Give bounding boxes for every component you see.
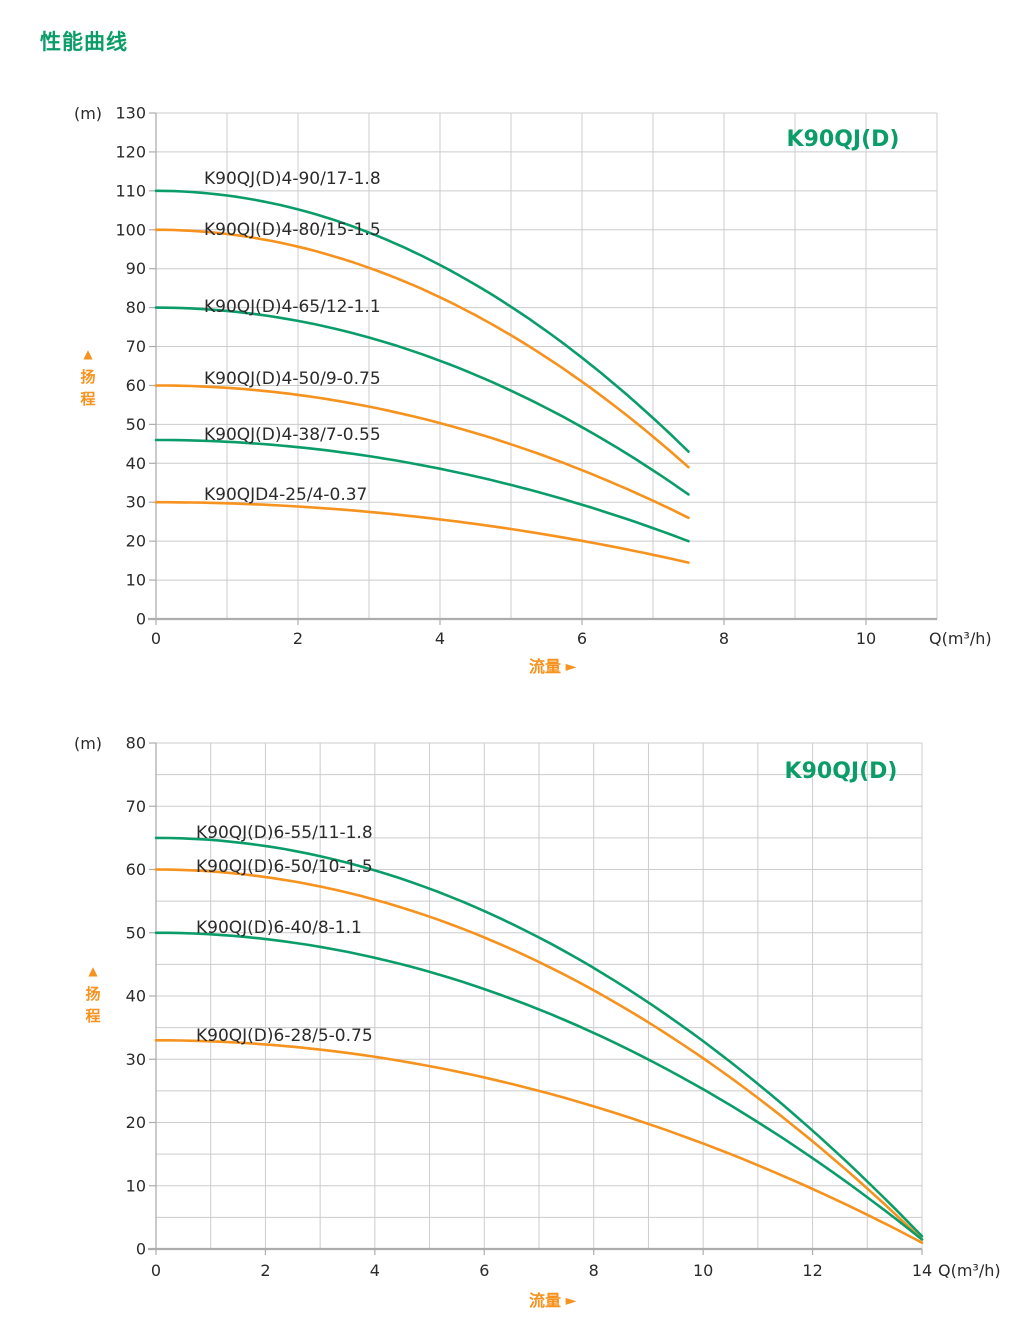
curve-label: K90QJ(D)4-80/15-1.5 (204, 220, 381, 240)
y-tick-label: 60 (126, 376, 146, 395)
x-tick-label: 4 (435, 629, 445, 648)
y-tick-label: 80 (126, 734, 146, 753)
curve-path (154, 438, 690, 543)
y-axis-unit-label: (m) (74, 104, 102, 123)
curve-path (154, 868, 924, 1241)
y-tick-label: 40 (126, 987, 146, 1006)
curve-path (154, 384, 690, 520)
y-tick-label: 50 (126, 415, 146, 434)
y-tick-label: 0 (136, 1240, 146, 1259)
pump-curve-chart-1: 0 10 20 30 40 50 60 70 80 90 100 110 120 130 0 2 4 6 8 10 (m… (74, 104, 992, 677)
curve-path (154, 189, 690, 453)
x-tick-label: 14 (912, 1261, 932, 1280)
y-tick-label: 20 (126, 1113, 146, 1132)
y-tick-label: 20 (126, 532, 146, 551)
x-tick-label: 6 (577, 629, 587, 648)
y-tick-label: 10 (126, 571, 146, 590)
x-tick-label: 10 (856, 629, 876, 648)
chart-title: K90QJ(D) (785, 759, 898, 784)
y-tick-label: 70 (126, 337, 146, 356)
x-axis-unit-label: Q(m³/h) (929, 629, 992, 648)
curve-path (154, 931, 924, 1241)
head-label-char: 扬 (85, 985, 100, 1003)
y-tick-label: 0 (136, 610, 146, 629)
x-tick-label: 8 (589, 1261, 599, 1280)
y-tick-label: 40 (126, 454, 146, 473)
flow-arrow-icon: ► (566, 659, 577, 675)
flow-label: 流量 (529, 1291, 561, 1310)
y-tick-label: 10 (126, 1176, 146, 1195)
curve-label: K90QJ(D)4-90/17-1.8 (204, 169, 381, 189)
x-tick-label: 10 (693, 1261, 713, 1280)
y-tick-label: 60 (126, 860, 146, 879)
curve-label: K90QJ(D)6-55/11-1.8 (196, 823, 373, 843)
y-axis-unit-label: (m) (74, 734, 102, 753)
y-tick-label: 130 (115, 104, 146, 123)
head-arrow-icon: ▲ (83, 347, 93, 361)
y-tick-label: 70 (126, 797, 146, 816)
head-label-char: 程 (80, 390, 95, 408)
x-tick-label: 2 (260, 1261, 270, 1280)
x-tick-label: 8 (719, 629, 729, 648)
curve-path (154, 228, 690, 469)
x-tick-label: 4 (370, 1261, 380, 1280)
curve-label: K90QJ(D)4-65/12-1.1 (204, 297, 381, 317)
x-tick-label: 12 (802, 1261, 822, 1280)
y-tick-label: 120 (115, 142, 146, 161)
head-arrow-icon: ▲ (88, 964, 98, 978)
curve-path (154, 1039, 924, 1244)
curve-path (154, 306, 690, 496)
y-tick-label: 90 (126, 259, 146, 278)
x-tick-label: 0 (151, 629, 161, 648)
head-label-char: 扬 (80, 368, 95, 386)
x-tick-label: 6 (479, 1261, 489, 1280)
y-tick-label: 110 (115, 181, 146, 200)
y-tick-label: 30 (126, 1050, 146, 1069)
grid (156, 742, 923, 1249)
y-tick-label: 100 (115, 220, 146, 239)
pump-curve-chart-2: 0 10 20 30 40 50 60 70 80 0 2 4 6 8 10 12 14 (m) Q(m³/h) K9… (74, 734, 1001, 1311)
curve-label: K90QJ(D)4-50/9-0.75 (204, 369, 381, 389)
flow-arrow-icon: ► (566, 1293, 577, 1309)
chart-title: K90QJ(D) (787, 127, 900, 152)
x-tick-label: 0 (151, 1261, 161, 1280)
y-tick-label: 30 (126, 493, 146, 512)
curve-path (154, 500, 690, 564)
head-label-char: 程 (85, 1007, 100, 1025)
grid (156, 112, 938, 619)
x-tick-label: 2 (293, 629, 303, 648)
flow-label: 流量 (529, 657, 561, 676)
y-tick-label: 80 (126, 298, 146, 317)
y-tick-label: 50 (126, 923, 146, 942)
curve-label: K90QJ(D)4-38/7-0.55 (204, 425, 381, 445)
curve-label: K90QJD4-25/4-0.37 (204, 485, 367, 505)
x-axis-unit-label: Q(m³/h) (938, 1261, 1001, 1280)
curve-label: K90QJ(D)6-28/5-0.75 (196, 1026, 373, 1046)
curve-path (154, 836, 924, 1238)
curve-label: K90QJ(D)6-40/8-1.1 (196, 918, 362, 938)
curve-label: K90QJ(D)6-50/10-1.5 (196, 857, 373, 877)
page-title: 性能曲线 (40, 30, 128, 54)
